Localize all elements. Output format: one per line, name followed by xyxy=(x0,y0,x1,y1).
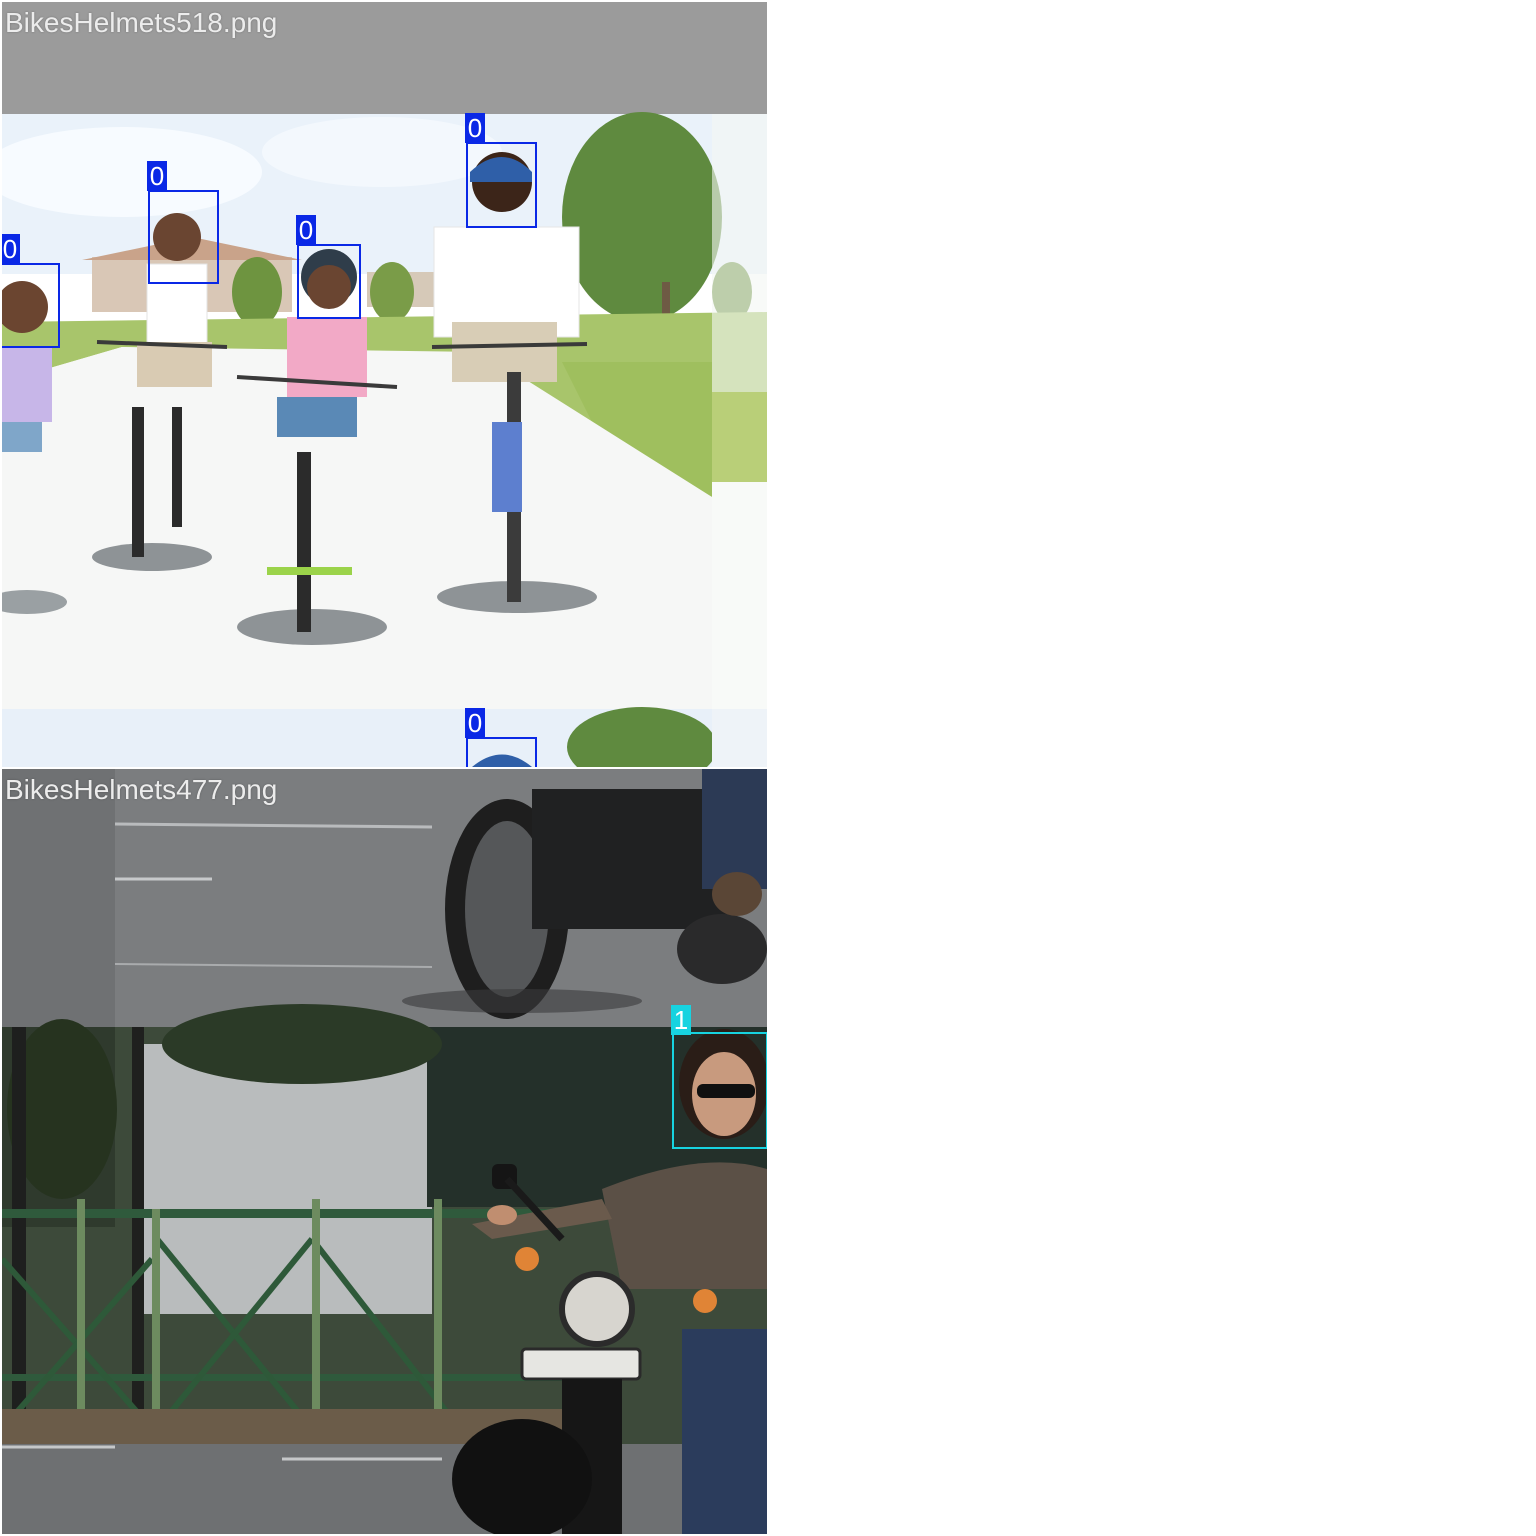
detection-label: 1 xyxy=(671,1005,691,1035)
image-tile-1: BikesHelmets518.png 0 0 0 0 0 xyxy=(2,2,767,767)
detection-box xyxy=(297,244,361,319)
detection-label: 0 xyxy=(296,215,316,245)
detection-box xyxy=(148,190,219,284)
motorcycle-scene xyxy=(2,769,767,1534)
detection-box xyxy=(2,263,60,348)
detection-label: 0 xyxy=(147,161,167,191)
bike-family-scene xyxy=(2,2,767,767)
detection-label: 0 xyxy=(465,708,485,738)
detection-label: 0 xyxy=(2,234,20,264)
image-filename: BikesHelmets518.png xyxy=(5,7,278,38)
detection-box xyxy=(466,737,537,767)
detection-box xyxy=(672,1032,767,1149)
image-filename: BikesHelmets477.png xyxy=(5,774,278,805)
detection-label: 0 xyxy=(465,113,485,143)
image-tile-2: BikesHelmets477.png 1 xyxy=(2,769,767,1534)
detection-box xyxy=(466,142,537,228)
